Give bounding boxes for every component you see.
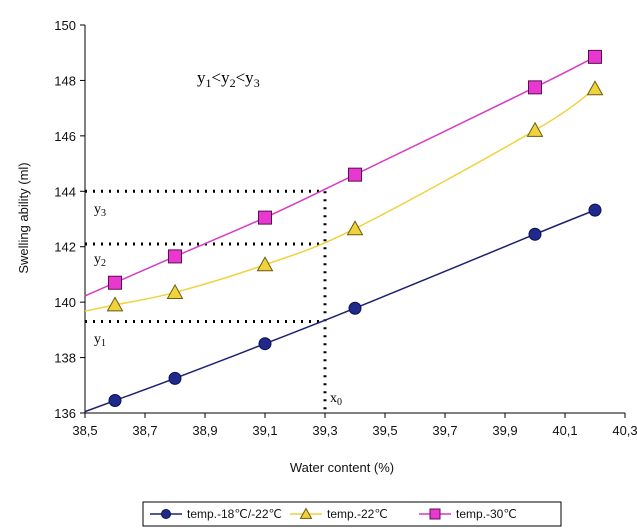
series-1-point <box>108 394 122 408</box>
series-3-point <box>258 210 272 225</box>
legend-box <box>142 501 562 527</box>
series-3-point <box>108 275 122 290</box>
x-axis-title: Water content (%) <box>290 460 394 475</box>
y-tick-label: 146 <box>54 129 76 144</box>
x-tick-label: 39,7 <box>432 423 457 438</box>
x-tick-label: 39,5 <box>372 423 397 438</box>
x-tick-label: 40,3 <box>612 423 637 438</box>
y1-label: y1 <box>94 332 106 349</box>
guide-lines <box>85 189 327 413</box>
relation-annotation: y1<y2<y3 <box>197 68 260 90</box>
series-1-point <box>528 227 542 241</box>
series-3-point <box>588 49 602 64</box>
axis-titles: Water content (%) Swelling ability (ml) <box>16 162 394 475</box>
y-axis-title: Swelling ability (ml) <box>16 162 31 273</box>
x-tick-label: 39,9 <box>492 423 517 438</box>
series-2-point <box>256 256 274 272</box>
series-3-point <box>528 80 542 95</box>
x-tick-label: 38,7 <box>132 423 157 438</box>
series-2-point <box>586 80 604 96</box>
axes <box>80 24 626 418</box>
series-3-point <box>168 249 182 264</box>
y-tick-label: 140 <box>54 295 76 310</box>
series-2-point <box>166 283 184 299</box>
series-3-point <box>348 167 362 182</box>
y-tick-label: 142 <box>54 240 76 255</box>
y3-label: y3 <box>94 202 106 219</box>
series-2-point <box>526 121 544 137</box>
legend-label-2: temp.-22℃ <box>327 507 388 521</box>
legend-label-1: temp.-18℃/-22℃ <box>187 507 282 521</box>
x-tick-label: 40,1 <box>552 423 577 438</box>
x0-label: x0 <box>330 391 342 408</box>
series-2-point <box>346 220 364 236</box>
y-tick-label: 136 <box>54 406 76 421</box>
x-tick-label: 39,1 <box>252 423 277 438</box>
y2-label: y2 <box>94 252 106 269</box>
series-line-3 <box>84 56 596 297</box>
tick-labels: 38,5 38,7 38,9 39,1 39,3 39,5 39,7 39,9 40,1 40,3… <box>54 18 637 438</box>
series-1-point <box>348 301 362 315</box>
series-2-point <box>106 296 124 312</box>
legend-label-3: temp.-30℃ <box>456 507 517 521</box>
legend-marker-3 <box>429 508 441 520</box>
y-tick-label: 148 <box>54 73 76 88</box>
series-group <box>84 49 604 413</box>
series-line-1 <box>84 209 596 413</box>
x-tick-label: 38,9 <box>192 423 217 438</box>
y-tick-label: 150 <box>54 18 76 33</box>
x-tick-label: 38,5 <box>72 423 97 438</box>
legend: temp.-18℃/-22℃ temp.-22℃ temp.-30℃ <box>142 501 562 527</box>
legend-marker-1 <box>161 509 171 519</box>
legend-marker-2 <box>299 507 313 519</box>
y-tick-label: 144 <box>54 184 76 199</box>
annotations: y1<y2<y3 y3 y2 y1 x0 <box>94 68 342 408</box>
x-tick-label: 39,3 <box>312 423 337 438</box>
series-1-point <box>258 337 272 351</box>
series-line-2 <box>84 88 596 312</box>
y-tick-label: 138 <box>54 351 76 366</box>
series-1-point <box>588 203 602 217</box>
series-1-point <box>168 371 182 385</box>
